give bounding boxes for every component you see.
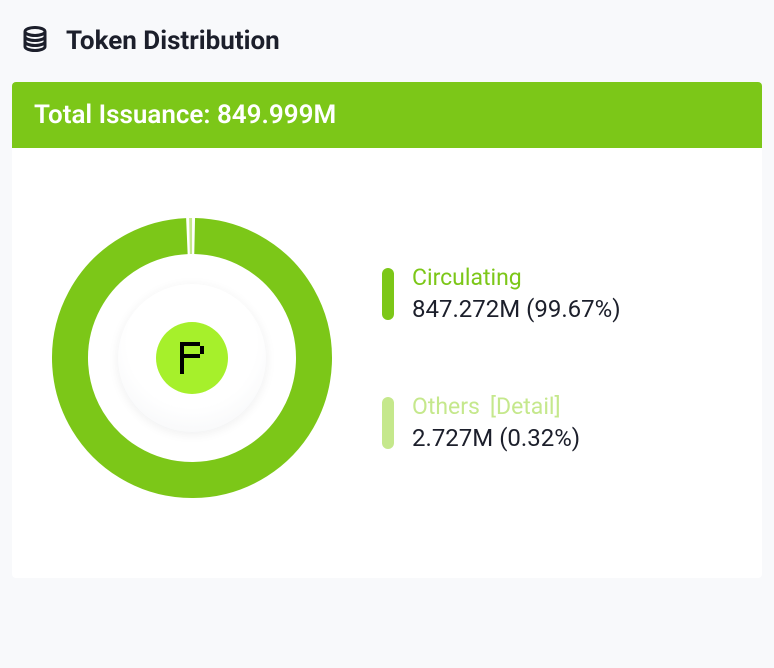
legend-label-text: Circulating <box>412 264 522 291</box>
token-logo-icon <box>172 338 212 378</box>
section-header: Token Distribution <box>12 16 762 82</box>
legend-item-others: Others [Detail] 2.727M (0.32%) <box>382 393 732 452</box>
section-title: Token Distribution <box>66 26 280 56</box>
legend-swatch <box>382 268 394 320</box>
legend-item-circulating: Circulating 847.272M (99.67%) <box>382 264 732 323</box>
chart-center-disc <box>117 283 267 433</box>
total-issuance-banner: Total Issuance: 849.999M <box>12 82 762 148</box>
token-logo-badge <box>156 322 228 394</box>
legend-text-group: Others [Detail] 2.727M (0.32%) <box>412 393 580 452</box>
distribution-card: Total Issuance: 849.999M <box>12 82 762 578</box>
legend-swatch <box>382 397 394 449</box>
detail-link[interactable]: [Detail] <box>490 393 561 420</box>
coins-icon <box>20 24 50 58</box>
card-content: Circulating 847.272M (99.67%) Others [De… <box>12 148 762 578</box>
legend: Circulating 847.272M (99.67%) Others [De… <box>382 264 732 452</box>
legend-label: Others [Detail] <box>412 393 580 420</box>
legend-label-text: Others <box>412 393 480 420</box>
legend-label: Circulating <box>412 264 621 291</box>
legend-value: 2.727M (0.32%) <box>412 424 580 452</box>
legend-text-group: Circulating 847.272M (99.67%) <box>412 264 621 323</box>
legend-value: 847.272M (99.67%) <box>412 295 621 323</box>
donut-chart <box>42 208 342 508</box>
